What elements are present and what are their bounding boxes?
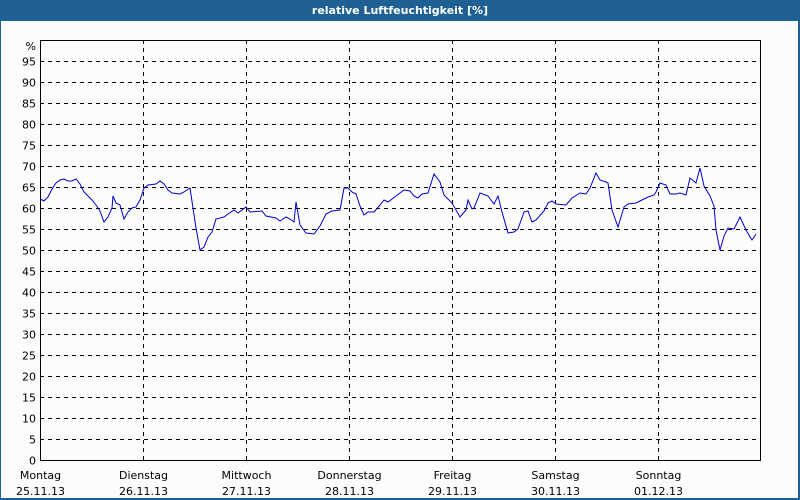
x-tick-day: Dienstag bbox=[119, 469, 168, 482]
y-tick-label: 50 bbox=[22, 245, 36, 258]
x-tick-date: 28.11.13 bbox=[325, 485, 374, 498]
y-tick-label: 0 bbox=[29, 455, 36, 468]
y-tick-label: 15 bbox=[22, 392, 36, 405]
x-tick-day: Mittwoch bbox=[222, 469, 272, 482]
y-tick-label: 45 bbox=[22, 266, 36, 279]
x-tick-date: 01.12.13 bbox=[634, 485, 683, 498]
x-tick-date: 29.11.13 bbox=[428, 485, 477, 498]
humidity-series-line bbox=[39, 167, 757, 251]
y-tick-label: 90 bbox=[22, 77, 36, 90]
y-tick-label: 85 bbox=[22, 98, 36, 111]
x-tick-date: 25.11.13 bbox=[16, 485, 65, 498]
y-tick-label: 75 bbox=[22, 140, 36, 153]
x-tick-day: Samstag bbox=[531, 469, 579, 482]
y-tick-label: 40 bbox=[22, 287, 36, 300]
y-tick-label: 35 bbox=[22, 308, 36, 321]
y-tick-label: 20 bbox=[22, 371, 36, 384]
y-tick-label: 5 bbox=[29, 434, 36, 447]
x-tick-day: Freitag bbox=[434, 469, 472, 482]
y-tick-label: 65 bbox=[22, 182, 36, 195]
y-tick-label: 25 bbox=[22, 350, 36, 363]
y-tick-label: 60 bbox=[22, 203, 36, 216]
chart-title: relative Luftfeuchtigkeit [%] bbox=[0, 0, 800, 21]
y-tick-label: 70 bbox=[22, 161, 36, 174]
x-tick-day: Donnerstag bbox=[317, 469, 381, 482]
x-tick-date: 26.11.13 bbox=[119, 485, 168, 498]
x-tick-day: Sonntag bbox=[636, 469, 682, 482]
x-tick-date: 30.11.13 bbox=[531, 485, 580, 498]
plot-frame bbox=[40, 40, 761, 461]
x-tick-date: 27.11.13 bbox=[222, 485, 271, 498]
y-axis-label: % bbox=[26, 40, 36, 53]
x-tick-day: Montag bbox=[20, 469, 61, 482]
y-tick-label: 95 bbox=[22, 56, 36, 69]
y-tick-label: 30 bbox=[22, 329, 36, 342]
y-tick-label: 80 bbox=[22, 119, 36, 132]
y-tick-label: 10 bbox=[22, 413, 36, 426]
y-tick-label: 55 bbox=[22, 224, 36, 237]
